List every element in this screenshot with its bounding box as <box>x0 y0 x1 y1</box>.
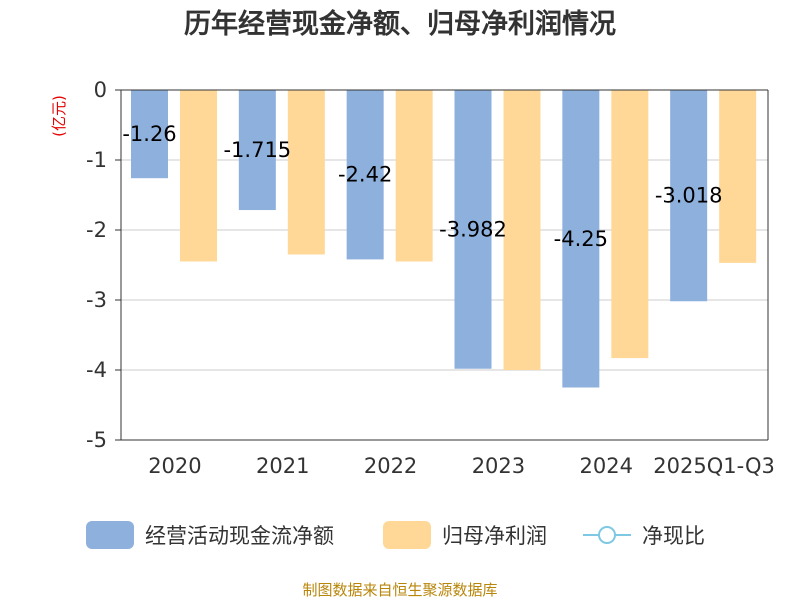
legend: 经营活动现金流净额 归母净利润 净现比 <box>86 521 705 549</box>
bar-operating-cash-flow <box>562 90 600 388</box>
bar-net-profit <box>395 90 433 262</box>
data-label-operating-cash-flow: -3.018 <box>655 184 723 208</box>
legend-label-net-profit: 归母净利润 <box>442 524 547 548</box>
y-tick-label: -5 <box>86 428 107 452</box>
data-label-operating-cash-flow: -1.26 <box>122 122 176 146</box>
legend-swatch-operating-cash-flow <box>86 521 134 549</box>
bar-net-profit <box>503 90 541 370</box>
y-tick-label: -1 <box>86 148 107 172</box>
y-tick-label: -2 <box>86 218 107 242</box>
y-axis-unit-label: (亿元) <box>50 95 68 137</box>
bar-operating-cash-flow <box>238 90 276 211</box>
y-tick-label: -4 <box>86 358 107 382</box>
x-tick-label: 2021 <box>256 454 309 478</box>
bar-net-profit <box>719 90 757 263</box>
bar-operating-cash-flow <box>346 90 384 260</box>
legend-label-operating-cash-flow: 经营活动现金流净额 <box>145 524 334 548</box>
axes: 0 -1 -2 -3 -4 -5 2020 2021 2022 2023 2024 2025Q1-Q3 <box>86 78 775 478</box>
bar-net-profit <box>611 90 649 359</box>
x-tick-label: 2020 <box>148 454 201 478</box>
x-tick-label: 2024 <box>580 454 633 478</box>
bar-operating-cash-flow <box>670 90 708 302</box>
source-note: 制图数据来自恒生聚源数据库 <box>302 581 497 599</box>
chart-title: 历年经营现金净额、归母净利润情况 <box>184 8 616 40</box>
data-labels: -1.26 -1.715 -2.42 -3.982 -4.25 -3.018 <box>122 122 722 251</box>
bar-net-profit <box>287 90 325 255</box>
x-tick-label: 2025Q1-Q3 <box>653 454 775 478</box>
data-label-operating-cash-flow: -2.42 <box>338 163 392 187</box>
x-tick-label: 2022 <box>364 454 417 478</box>
bars <box>131 90 757 388</box>
bar-operating-cash-flow <box>454 90 492 369</box>
y-tick-label: 0 <box>94 78 107 102</box>
legend-marker-net-cash-ratio <box>598 526 616 544</box>
bar-net-profit <box>180 90 217 262</box>
gridlines <box>121 159 768 371</box>
y-tick-label: -3 <box>86 288 107 312</box>
legend-label-net-cash-ratio: 净现比 <box>642 524 705 548</box>
data-label-operating-cash-flow: -4.25 <box>554 227 608 251</box>
data-label-operating-cash-flow: -1.715 <box>223 138 291 162</box>
legend-swatch-net-profit <box>383 521 431 549</box>
bar-operating-cash-flow <box>131 90 168 179</box>
x-tick-label: 2023 <box>472 454 525 478</box>
data-label-operating-cash-flow: -3.982 <box>439 217 507 241</box>
